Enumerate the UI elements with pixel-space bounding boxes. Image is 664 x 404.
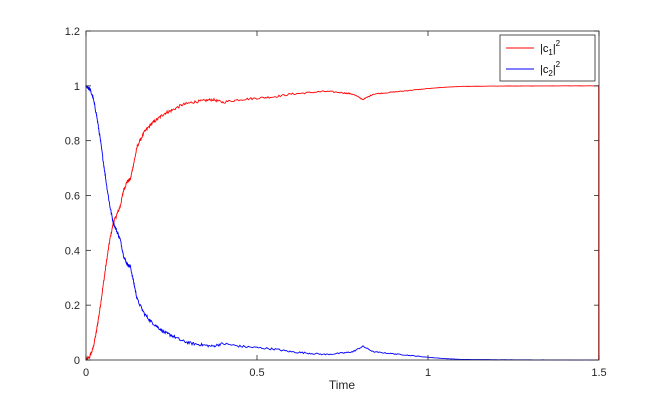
legend-box (499, 34, 596, 82)
y-tick-label: 0 (74, 355, 80, 367)
x-tick-label: 0.5 (249, 367, 264, 379)
x-tick-label: 1.5 (591, 367, 606, 379)
y-tick-label: 0.4 (65, 245, 80, 257)
series-line-1 (85, 85, 600, 361)
y-tick-label: 1 (74, 81, 80, 93)
legend: |c1|2 |c2|2 (499, 34, 596, 82)
y-tick-label: 0.6 (65, 191, 80, 203)
legend-label-1: |c1|2 (540, 39, 561, 57)
axes-layer: 0 0.5 1 1.5 0 0.2 0.4 0.6 0.8 1 1.2 (65, 26, 607, 379)
legend-label-2: |c2|2 (540, 60, 561, 78)
y-tick-label: 0.2 (65, 300, 80, 312)
series-layer (85, 84, 600, 361)
x-tick-label: 0 (83, 367, 89, 379)
x-tick-label: 1 (425, 367, 431, 379)
x-axis-label: Time (329, 378, 356, 392)
y-tick-label: 1.2 (65, 26, 80, 38)
series-line-2 (85, 84, 599, 361)
y-tick-label: 0.8 (65, 136, 80, 148)
